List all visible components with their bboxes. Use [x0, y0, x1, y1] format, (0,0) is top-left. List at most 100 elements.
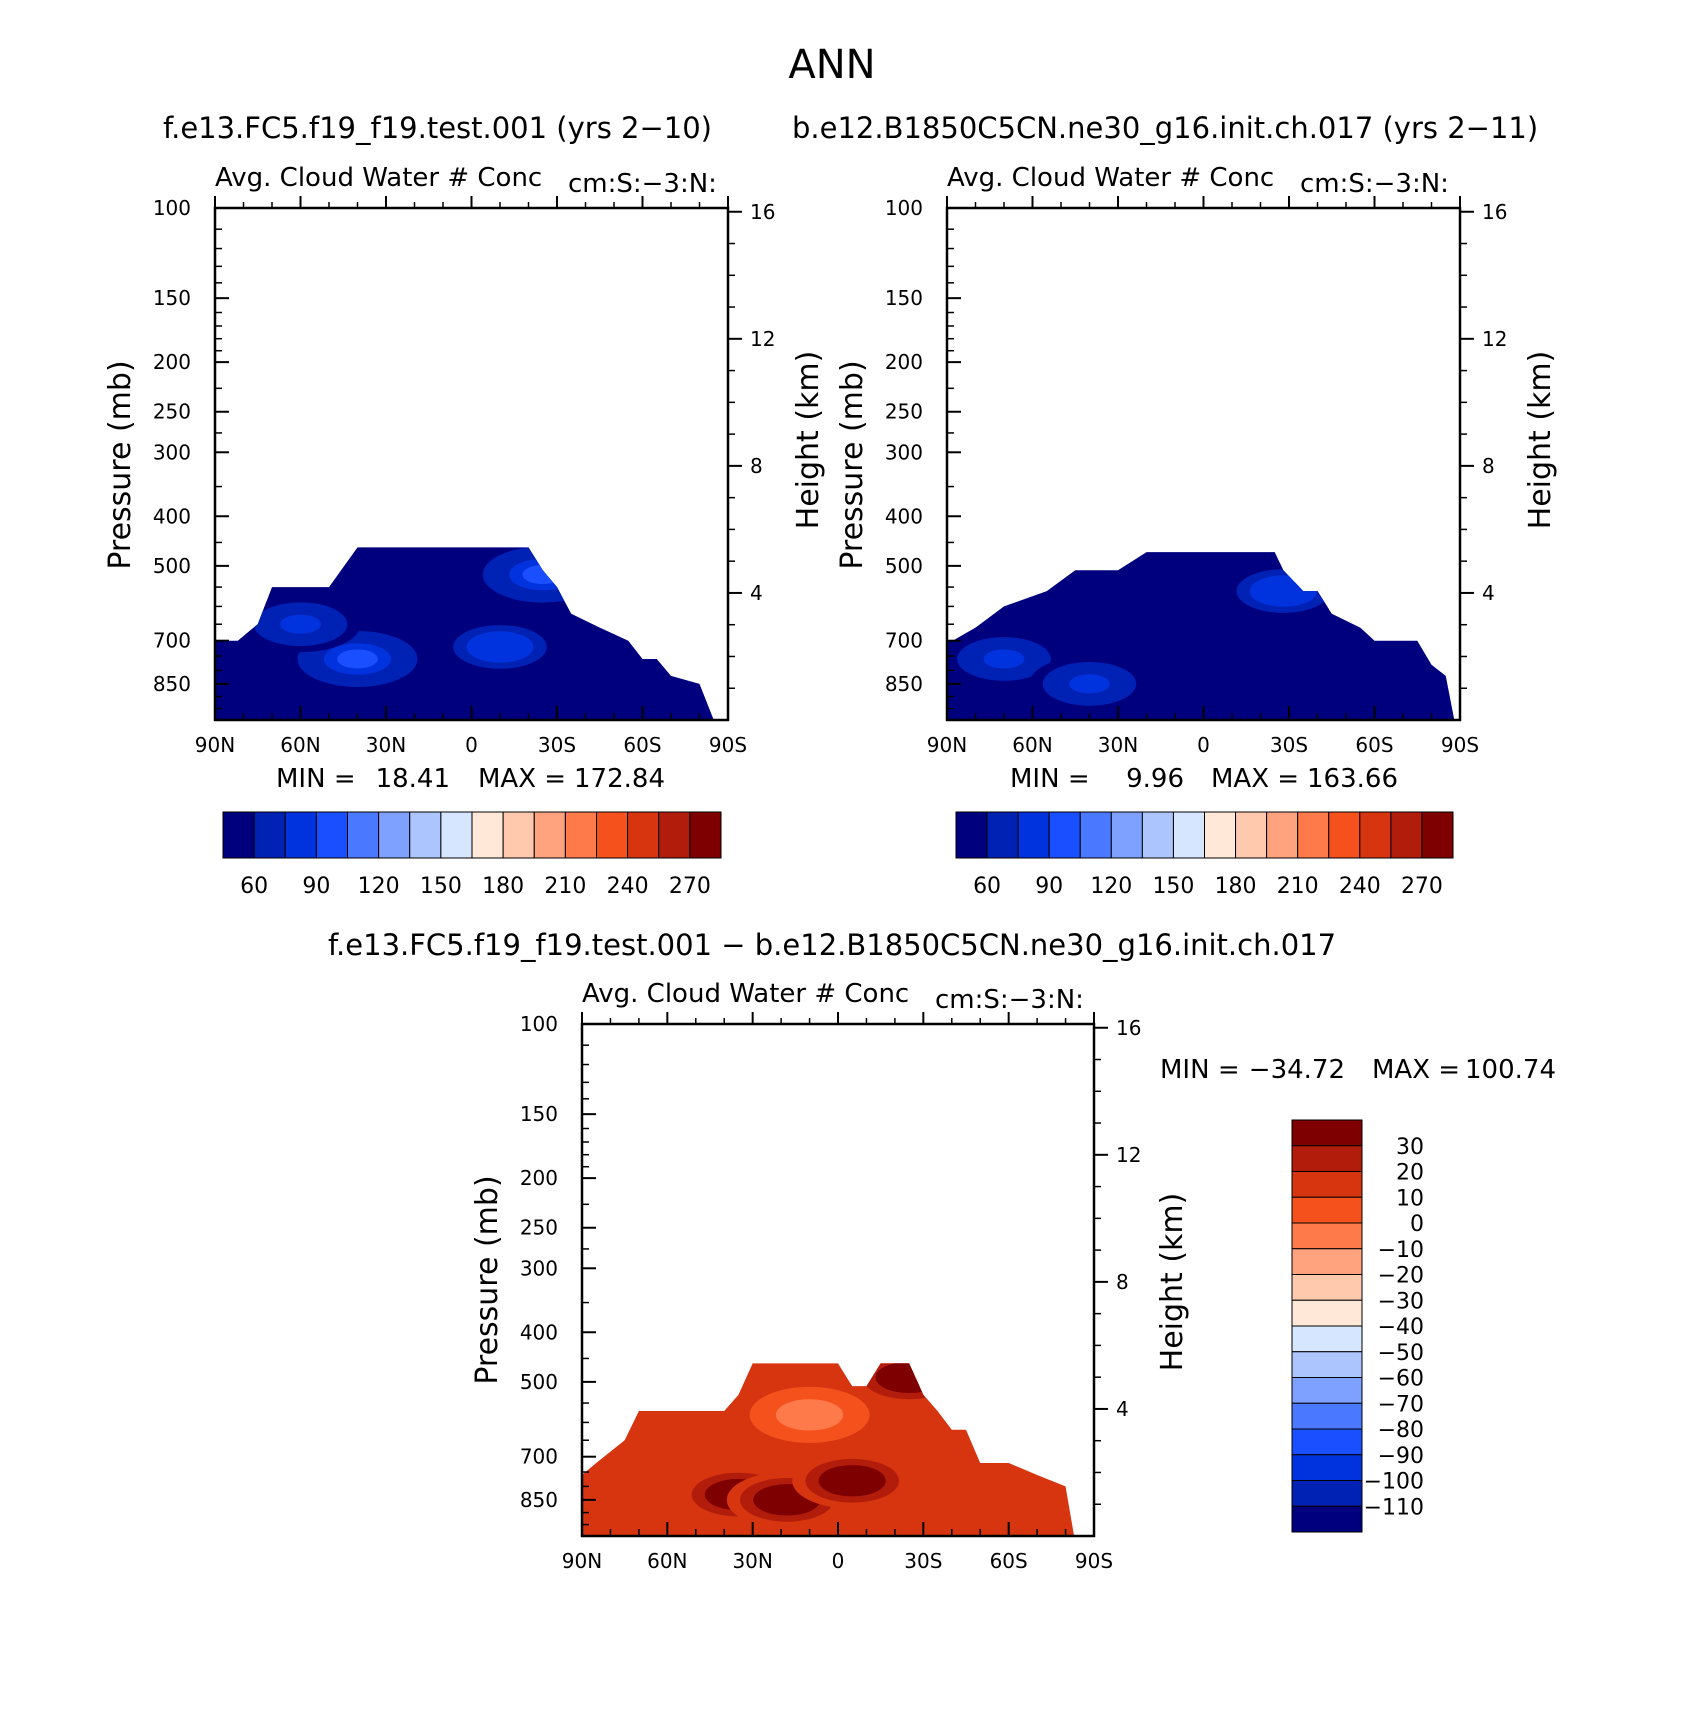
field-contour-4-3	[789, 1405, 830, 1425]
colorbar-box	[564, 811, 597, 859]
colorbar-label: −20	[1378, 1264, 1424, 1289]
colorbar-label: 210	[1277, 874, 1319, 899]
panel-difference-colorbar: 3020100−10−20−30−40−50−60−70−80−90−100−1…	[1291, 1119, 1424, 1533]
colorbar-box	[1291, 1274, 1363, 1301]
colorbar-label: −80	[1378, 1418, 1424, 1443]
panel-control-max-label: MAX =	[1211, 764, 1299, 794]
colorbar-label: 0	[1410, 1212, 1424, 1237]
run-b-title: b.e12.B1850C5CN.ne30_g16.init.ch.017 (yr…	[792, 111, 1538, 145]
panel-test-title: Avg. Cloud Water # Conc	[215, 163, 542, 193]
field-region	[947, 552, 1460, 720]
lat-tick-label: 0	[465, 733, 478, 757]
pressure-tick-label: 250	[153, 400, 191, 424]
colorbar-box	[1291, 1428, 1363, 1456]
colorbar-label: 240	[607, 874, 649, 899]
colorbar-box	[533, 811, 566, 859]
colorbar-box	[1048, 811, 1081, 859]
colorbar-label: −30	[1378, 1289, 1424, 1314]
panel-control-field	[947, 552, 1460, 720]
colorbar-box	[1291, 1377, 1363, 1404]
colorbar-label: −110	[1364, 1495, 1424, 1520]
colorbar-box	[596, 811, 629, 859]
height-tick-label: 4	[750, 581, 763, 605]
panel-test-lat-ticks: 90N 60N 30N 0 30S 60S 90S	[195, 196, 747, 757]
pressure-tick-label: 300	[885, 440, 923, 464]
field-contour-2-3	[479, 637, 521, 657]
pressure-tick-label: 400	[520, 1320, 558, 1344]
lat-tick-label: 30S	[1270, 733, 1308, 757]
pressure-tick-label: 300	[520, 1256, 558, 1280]
colorbar-box	[378, 811, 411, 859]
lat-tick-label: 30S	[538, 733, 576, 757]
field-contour-1-3	[766, 1490, 808, 1510]
colorbar-label: 20	[1396, 1161, 1424, 1186]
field-contour-0-3	[983, 649, 1025, 669]
page-title: ANN	[788, 42, 875, 88]
lat-tick-label: 90N	[562, 1549, 602, 1573]
diff-title: f.e13.FC5.f19_f19.test.001 − b.e12.B1850…	[328, 928, 1336, 962]
lat-tick-label: 30N	[732, 1549, 772, 1573]
colorbar-box	[1141, 811, 1174, 859]
panel-difference-min-value: −34.72	[1249, 1055, 1345, 1085]
panel-control-colorbar: 60 90 120 150 180 210 240 270	[955, 811, 1454, 899]
panel-difference-min-label: MIN =	[1160, 1055, 1240, 1085]
colorbar-label: 10	[1396, 1186, 1424, 1211]
colorbar-box	[986, 811, 1019, 859]
pressure-tick-label: 500	[885, 554, 923, 578]
colorbar-label: −90	[1378, 1444, 1424, 1469]
panel-test-y2label: Height (km)	[791, 351, 826, 530]
panel-difference-lat-ticks: 90N 60N 30N 0 30S 60S 90S	[562, 1012, 1113, 1573]
pressure-tick-label: 250	[520, 1216, 558, 1240]
height-tick-label: 8	[1482, 454, 1495, 478]
pressure-tick-label: 400	[885, 504, 923, 528]
lat-tick-label: 30S	[904, 1549, 942, 1573]
colorbar-label: 180	[482, 874, 524, 899]
colorbar-label: 240	[1339, 874, 1381, 899]
colorbar-label: −60	[1378, 1367, 1424, 1392]
run-a-title: f.e13.FC5.f19_f19.test.001 (yrs 2−10)	[163, 111, 712, 145]
colorbar-box	[471, 811, 504, 859]
panel-control-max-value: 163.66	[1307, 764, 1398, 794]
colorbar-box	[1359, 811, 1392, 859]
colorbar-box	[1421, 811, 1454, 859]
pressure-tick-label: 300	[153, 440, 191, 464]
colorbar-box	[955, 811, 988, 859]
height-tick-label: 4	[1482, 581, 1495, 605]
height-tick-label: 12	[1116, 1143, 1141, 1167]
lat-tick-label: 60S	[1355, 733, 1393, 757]
panel-difference: Avg. Cloud Water # Conc cm:S:−3:N: 10015…	[470, 979, 1556, 1573]
height-tick-label: 16	[750, 200, 775, 224]
lat-tick-label: 0	[1197, 733, 1210, 757]
panel-control-units: cm:S:−3:N:	[1300, 169, 1449, 199]
pressure-tick-label: 200	[153, 350, 191, 374]
lat-tick-label: 90S	[1441, 733, 1479, 757]
colorbar-box	[1291, 1196, 1363, 1224]
panel-test-min-label: MIN =	[276, 764, 356, 794]
lat-tick-label: 60N	[280, 733, 320, 757]
colorbar-box	[1328, 811, 1361, 859]
colorbar-label: 60	[973, 874, 1001, 899]
pressure-tick-label: 500	[153, 554, 191, 578]
colorbar-label: 120	[1090, 874, 1132, 899]
colorbar-box	[627, 811, 660, 859]
colorbar-box	[1017, 811, 1050, 859]
panel-control-lat-ticks: 90N 60N 30N 0 30S 60S 90S	[927, 196, 1479, 757]
colorbar-label: 60	[240, 874, 268, 899]
panel-control-min-value: 9.96	[1126, 764, 1184, 794]
field-region	[582, 1363, 1094, 1536]
panel-control-ylabel: Pressure (mb)	[835, 360, 870, 569]
colorbar-box	[440, 811, 473, 859]
colorbar-box	[1291, 1480, 1363, 1507]
pressure-tick-label: 850	[885, 672, 923, 696]
colorbar-box	[1291, 1299, 1363, 1327]
height-tick-label: 4	[1116, 1397, 1129, 1421]
pressure-tick-label: 100	[153, 196, 191, 220]
panel-test-field	[215, 547, 728, 720]
pressure-tick-label: 200	[520, 1166, 558, 1190]
panel-difference-max-value: 100.74	[1465, 1055, 1556, 1085]
colorbar-label: −70	[1378, 1392, 1424, 1417]
height-tick-label: 12	[1482, 327, 1507, 351]
lat-tick-label: 60N	[1012, 733, 1052, 757]
pressure-tick-label: 250	[885, 400, 923, 424]
